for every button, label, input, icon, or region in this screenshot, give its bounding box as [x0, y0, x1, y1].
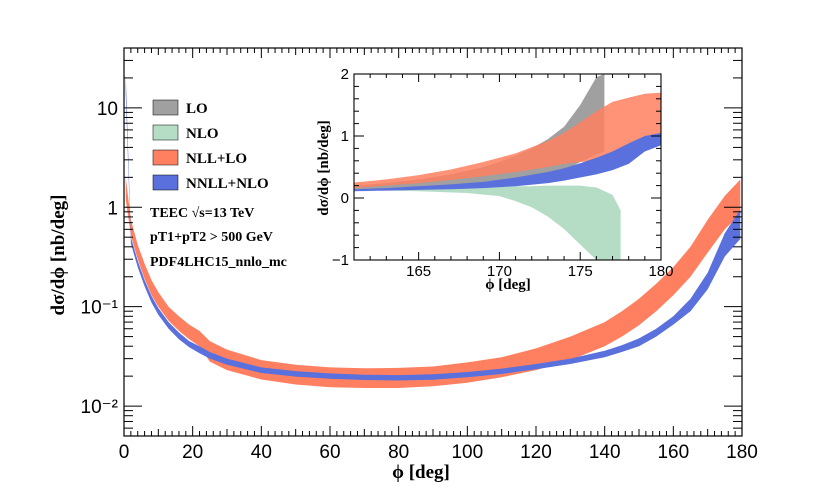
x-axis-title: ϕ [deg]	[392, 462, 450, 483]
band-nll-lo	[125, 177, 741, 388]
inset-frame	[353, 73, 662, 261]
inset-x-tick-label: 170	[487, 263, 512, 280]
annotation-pdf: PDF4LHC15_nnlo_mc	[150, 255, 287, 270]
inset-y-tick-label: 1	[341, 128, 349, 145]
inset-x-tick-label: 175	[568, 263, 593, 280]
inset-y-tick-label: 2	[341, 66, 349, 83]
x-tick-label: 40	[251, 442, 272, 463]
x-tick-label: 180	[726, 442, 758, 463]
main-bands	[125, 73, 741, 388]
y-tick-label: 10⁻¹	[81, 298, 119, 319]
y-tick-label: 1	[107, 198, 118, 219]
x-tick-label: 20	[182, 442, 203, 463]
inset-band-nll-lo	[354, 92, 661, 189]
legend-label-nlo: NLO	[186, 126, 219, 142]
x-tick-label: 0	[119, 442, 130, 463]
inset-bands	[354, 74, 661, 260]
inset-y-tick-label: 0	[341, 190, 349, 207]
x-tick-label: 120	[520, 442, 552, 463]
legend-swatch-lo	[152, 99, 179, 116]
y-tick-label: 10⁻²	[81, 397, 119, 418]
legend-label-nnll-nlo: NNLL+NLO	[186, 176, 269, 192]
inset-x-axis-title: ϕ [deg]	[485, 277, 531, 293]
legend-swatch-nnll-nlo	[152, 174, 179, 191]
legend: LO NLO NLL+LO NNLL+NLO	[152, 99, 269, 192]
annotation-pt-cut: pT1+pT2 > 500 GeV	[150, 230, 273, 245]
legend-swatch-nll-lo	[152, 149, 179, 166]
inset-y-axis-title: dσ/dϕ [nb/deg]	[316, 120, 332, 215]
annotation-teec: TEEC √s=13 TeV	[150, 206, 254, 221]
inset-y-tick-label: −1	[332, 252, 349, 269]
legend-label-nll-lo: NLL+LO	[186, 151, 247, 167]
inset-band-nnll-nlo	[354, 132, 661, 192]
x-tick-label: 100	[451, 442, 483, 463]
x-tick-label: 160	[657, 442, 689, 463]
inset-x-tick-label: 180	[648, 263, 673, 280]
y-tick-label: 10	[97, 99, 118, 120]
legend-label-lo: LO	[186, 101, 208, 117]
legend-swatch-nlo	[152, 124, 179, 141]
x-tick-label: 60	[319, 442, 340, 463]
inset-x-tick-label: 165	[406, 263, 431, 280]
inset-axes: 165 170 175 180 −1 0 1 2	[332, 66, 674, 280]
y-axis-title: dσ/dϕ [nb/deg]	[48, 195, 69, 316]
inset-band-nlo	[354, 185, 621, 260]
x-tick-label: 80	[388, 442, 409, 463]
x-tick-label: 140	[589, 442, 621, 463]
